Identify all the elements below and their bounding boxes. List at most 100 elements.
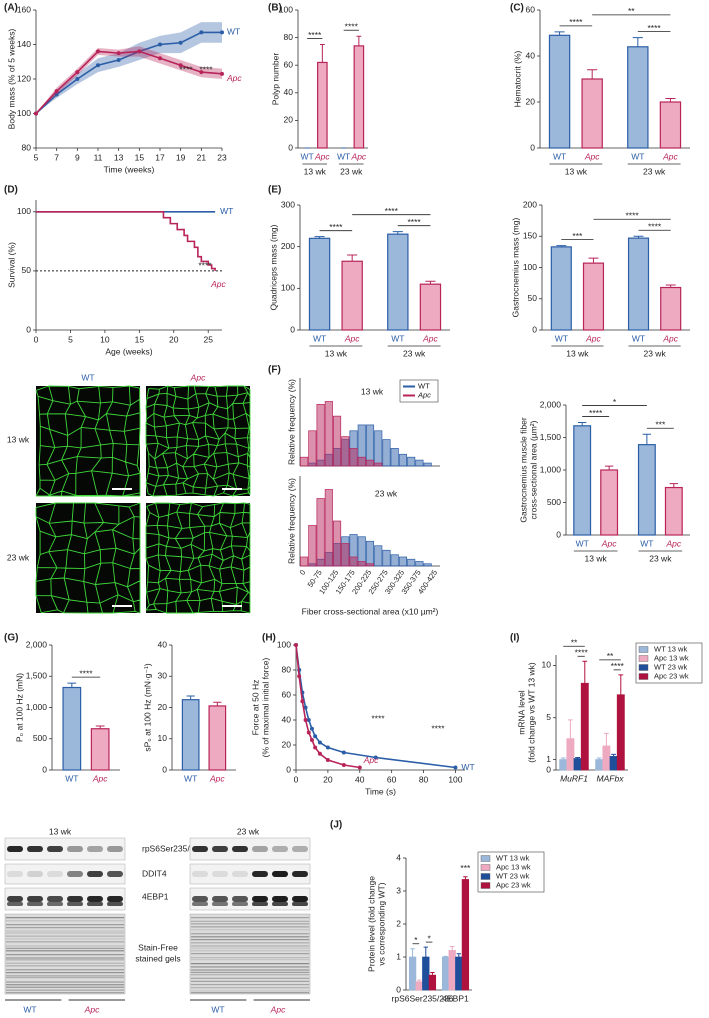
x-tick-label: Apc	[209, 773, 225, 783]
image-column-label: Apc	[190, 372, 206, 382]
series-label: Apc	[226, 73, 242, 83]
fiber-membrane	[145, 502, 251, 614]
bar	[415, 561, 424, 567]
y-tick-label: 3	[396, 885, 401, 895]
x-tick-label: 40	[355, 774, 365, 784]
y-tick-label: 0	[396, 984, 401, 994]
point	[75, 70, 80, 75]
gel-band	[6, 930, 124, 932]
y-axis-label: sP₀ at 100 Hz (mN·g⁻¹)	[142, 663, 152, 751]
error-bar	[392, 231, 403, 235]
x-tick-label: 0	[294, 774, 299, 784]
series-line	[35, 50, 223, 115]
blot-band	[7, 846, 23, 852]
error-bar	[556, 245, 567, 247]
point	[294, 643, 298, 647]
blot-strip	[189, 863, 311, 885]
significance: ****	[408, 217, 422, 227]
blot-row-label: DDIT4	[142, 868, 167, 878]
bar	[573, 425, 592, 536]
y-tick-label: 0	[26, 324, 31, 334]
significance: ****	[648, 222, 662, 232]
error-bar	[587, 69, 598, 79]
bar	[659, 101, 682, 149]
x-tick-label: Apc	[314, 151, 330, 161]
error-bar	[443, 955, 448, 957]
significance: ****	[199, 64, 213, 74]
gel-band	[6, 975, 124, 977]
blot-group-label: WT	[23, 1004, 36, 1014]
error-bar	[669, 483, 679, 488]
blot-row-label: rpS6Ser235/236	[142, 843, 204, 853]
legend-label: Apc 23 wk	[654, 671, 689, 680]
x-tick-label: 10	[100, 334, 110, 344]
gel-band	[191, 963, 309, 965]
legend-swatch	[638, 655, 649, 662]
gel-band	[191, 957, 309, 959]
x-tick-label: Apc	[665, 538, 681, 548]
gel-band	[6, 959, 124, 961]
x-tick-label: 7	[54, 152, 59, 162]
x-tick-label: 80	[419, 774, 429, 784]
error-bar	[356, 35, 362, 46]
blot-band	[272, 846, 288, 852]
legend-swatch	[480, 855, 491, 862]
stain-free-gel	[189, 913, 311, 995]
bar	[357, 456, 366, 467]
x-tick-label: WT	[576, 538, 589, 548]
error-bar	[186, 695, 195, 700]
x-tick-label: 60	[387, 774, 397, 784]
x-tick-label: 21	[197, 152, 207, 162]
y-tick-label: 0	[290, 324, 295, 334]
significance: ****	[179, 64, 193, 74]
y-tick-label: 10	[542, 660, 552, 670]
bar	[602, 745, 611, 771]
blot-band	[192, 846, 208, 852]
significance: ****	[625, 211, 639, 221]
y-tick-label: 20	[158, 702, 168, 712]
bar	[595, 759, 604, 771]
y-tick-label: 40	[526, 50, 536, 60]
error-bar	[577, 422, 587, 426]
bar	[407, 558, 416, 567]
x-tick-label: 25	[203, 334, 213, 344]
point	[116, 58, 121, 63]
error-bar	[554, 31, 565, 36]
gel-band	[191, 945, 309, 947]
legend-label: Apc 23 wk	[496, 880, 531, 889]
bar	[349, 556, 358, 567]
bar	[550, 246, 572, 331]
significance: ****	[385, 206, 399, 216]
y-tick-label: 300	[281, 199, 295, 209]
group-label: 13 wk	[565, 166, 588, 176]
blot-band	[67, 902, 83, 906]
fiber-membrane	[35, 385, 141, 497]
x-tick-label: Apc	[92, 773, 108, 783]
gel-band	[191, 920, 309, 922]
blot-band	[232, 902, 248, 906]
y-tick-label: 100	[17, 206, 31, 216]
error-bar	[314, 236, 325, 239]
significance: ****	[79, 668, 93, 678]
blot-band	[192, 871, 208, 877]
y-axis-label: Relative frequency (%)	[286, 478, 296, 564]
y-tick-label: 100	[277, 639, 291, 649]
x-tick-label: Apc	[585, 333, 601, 343]
y-axis-label: Polyp number	[270, 53, 280, 106]
blot-band	[107, 902, 123, 906]
significance: *	[613, 397, 617, 407]
bar	[308, 525, 317, 567]
panel-label: (G)	[4, 633, 18, 644]
bar	[609, 756, 618, 771]
bar	[422, 956, 430, 991]
gel-band	[191, 987, 309, 989]
group-label: 23 wk	[649, 553, 672, 563]
bar	[390, 448, 399, 467]
bar	[398, 453, 407, 467]
gel-band	[191, 936, 309, 938]
y-tick-label: 1,500	[26, 671, 48, 681]
gel-band	[6, 981, 124, 983]
blot-row-label: 4EBP1	[142, 891, 169, 901]
micrograph	[36, 503, 140, 613]
y-tick-label: 150	[523, 231, 537, 241]
